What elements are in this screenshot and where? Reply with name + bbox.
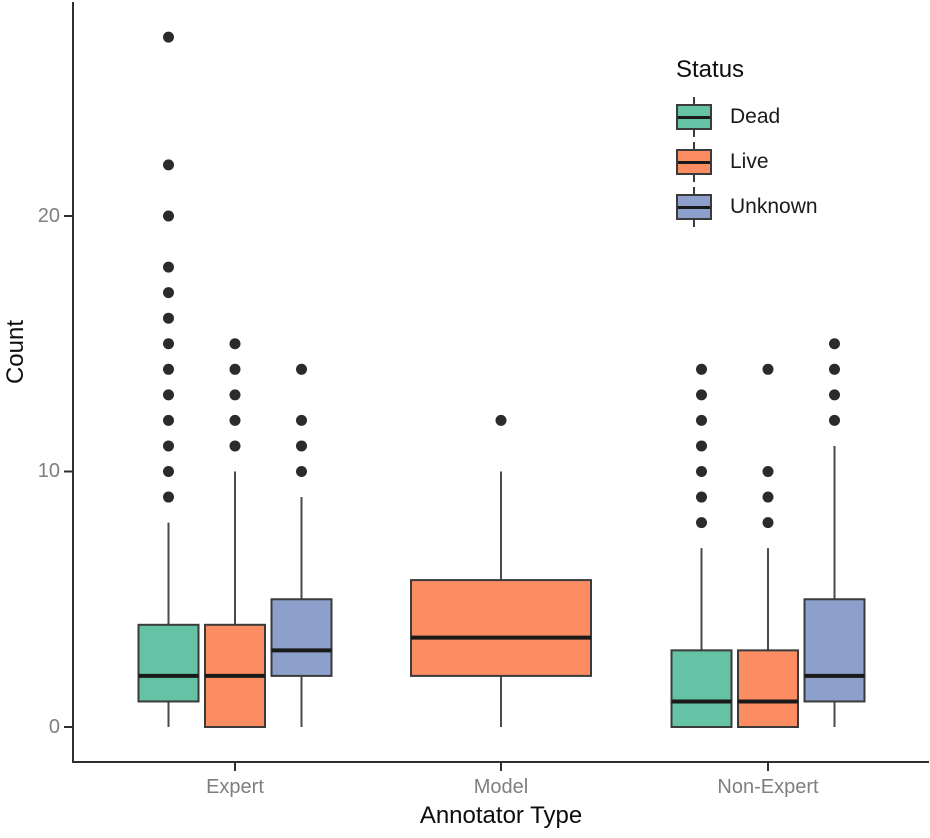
boxplot-key-icon <box>676 141 712 182</box>
outlier-expert-dead-16 <box>163 312 174 324</box>
key-median-line <box>678 205 710 209</box>
outlier-non-expert-dead-13 <box>696 389 707 401</box>
legend-title: Status <box>676 56 745 83</box>
outlier-expert-dead-14 <box>163 363 174 375</box>
box-non-expert-live <box>737 649 799 728</box>
key-median-line <box>678 115 710 119</box>
x-tick-label-non-expert: Non-Expert <box>717 776 819 798</box>
legend-label-unknown: Unknown <box>730 194 818 218</box>
outlier-expert-dead-20 <box>163 210 174 222</box>
x-axis-title: Annotator Type <box>419 802 583 829</box>
outlier-expert-live-14 <box>229 363 241 375</box>
outlier-expert-live-11 <box>229 440 241 452</box>
key-box-dead <box>676 103 712 130</box>
outlier-non-expert-live-8 <box>762 517 774 529</box>
box-expert-dead <box>137 623 200 703</box>
outlier-expert-live-15 <box>229 338 241 350</box>
outlier-expert-dead-15 <box>163 338 174 350</box>
outlier-non-expert-live-9 <box>762 491 774 503</box>
outlier-non-expert-live-14 <box>762 363 774 375</box>
box-non-expert-dead <box>670 649 733 728</box>
outlier-non-expert-unknown-13 <box>829 389 840 401</box>
key-median-line <box>678 160 710 164</box>
outlier-expert-unknown-11 <box>296 440 307 452</box>
legend-label-dead: Dead <box>730 104 781 128</box>
legend-label-live: Live <box>730 149 769 173</box>
y-tick-label-10: 10 <box>37 460 60 482</box>
outlier-non-expert-dead-10 <box>696 466 707 477</box>
x-tick-label-model: Model <box>473 776 529 798</box>
outlier-expert-dead-13 <box>163 389 174 401</box>
outlier-non-expert-dead-14 <box>696 363 707 375</box>
outlier-expert-dead-12 <box>163 414 174 426</box>
outlier-expert-dead-10 <box>163 466 174 477</box>
box-non-expert-unknown <box>803 598 866 703</box>
outlier-expert-live-12 <box>229 414 241 426</box>
key-box-unknown <box>676 193 712 220</box>
boxplot-key-icon <box>676 186 712 227</box>
outlier-non-expert-dead-9 <box>696 491 707 503</box>
outlier-expert-dead-9 <box>163 491 174 503</box>
outlier-non-expert-dead-12 <box>696 414 707 426</box>
outlier-model-live-12 <box>495 414 507 426</box>
outlier-non-expert-unknown-12 <box>829 414 840 426</box>
key-box-live <box>676 148 712 175</box>
outlier-expert-dead-17 <box>163 287 174 299</box>
outlier-non-expert-dead-11 <box>696 440 707 452</box>
y-axis-title: Count <box>2 319 29 385</box>
outlier-expert-unknown-14 <box>296 363 307 375</box>
legend: Status Dead Live <box>676 56 818 229</box>
legend-entry-live: Live <box>676 139 818 184</box>
legend-entry-dead: Dead <box>676 94 818 139</box>
y-tick-label-20: 20 <box>37 205 60 227</box>
outlier-expert-dead-22 <box>163 159 174 171</box>
outlier-non-expert-live-10 <box>762 466 774 477</box>
box-model-live <box>410 579 592 677</box>
outlier-non-expert-unknown-15 <box>829 338 840 350</box>
y-tick-label-0: 0 <box>48 716 60 738</box>
boxplot-key-icon <box>676 96 712 137</box>
outlier-expert-dead-11 <box>163 440 174 452</box>
outlier-expert-dead-27 <box>163 31 174 43</box>
legend-entry-unknown: Unknown <box>676 184 818 229</box>
outlier-non-expert-dead-8 <box>696 517 707 529</box>
outlier-expert-unknown-12 <box>296 414 307 426</box>
x-tick-label-expert: Expert <box>206 776 264 798</box>
box-expert-unknown <box>270 598 333 677</box>
outlier-expert-unknown-10 <box>296 466 307 477</box>
outlier-non-expert-unknown-14 <box>829 363 840 375</box>
outlier-expert-live-13 <box>229 389 241 401</box>
outlier-expert-dead-18 <box>163 261 174 273</box>
